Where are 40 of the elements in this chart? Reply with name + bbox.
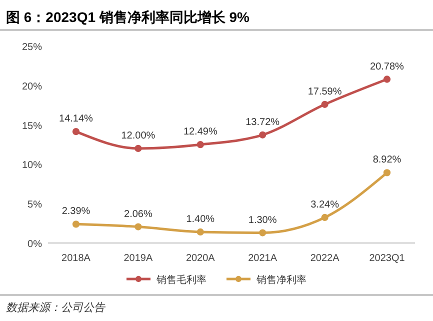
point [72, 128, 80, 136]
x-tick-label: 2020A [186, 253, 216, 264]
data-label: 2.39% [62, 206, 90, 218]
point [196, 228, 204, 236]
legend-label: 销售净利率 [256, 274, 306, 286]
point [383, 76, 391, 83]
y-tick-label: 25% [22, 42, 42, 53]
data-label: 1.30% [248, 214, 277, 226]
source-note: 数据来源：公司公告 [6, 301, 106, 314]
legend-label: 销售毛利率 [156, 274, 206, 286]
point [321, 214, 328, 222]
point [134, 223, 142, 230]
data-label: 20.78% [370, 61, 404, 72]
y-tick-label: 5% [28, 200, 42, 211]
y-tick-label: 0% [28, 239, 42, 250]
chart-title: 图 6：2023Q1 销售净利率同比增长 9% [6, 9, 250, 25]
data-label: 12.00% [121, 130, 156, 142]
data-label: 14.14% [59, 114, 94, 125]
x-tick-label: 2021A [248, 253, 278, 264]
point [259, 229, 266, 236]
data-label: 12.49% [183, 126, 218, 138]
point [321, 100, 328, 108]
data-label: 13.72% [246, 116, 280, 128]
y-tick-label: 10% [22, 160, 42, 172]
y-tick-label: 15% [22, 120, 42, 132]
x-tick-label: 2018A [62, 253, 91, 264]
y-tick-label: 20% [22, 81, 42, 92]
x-tick-label: 2023Q1 [369, 253, 406, 264]
data-label: 2.06% [124, 208, 152, 220]
x-tick-label: 2022A [310, 253, 340, 264]
data-label: 1.40% [186, 214, 215, 225]
point [259, 131, 266, 138]
data-label: 17.59% [308, 86, 342, 98]
x-tick-label: 2019A [124, 253, 153, 264]
point [383, 169, 391, 176]
point [134, 144, 142, 152]
point [196, 141, 204, 148]
data-label: 8.92% [372, 154, 402, 166]
data-label: 3.24% [310, 199, 340, 210]
point [72, 220, 80, 228]
